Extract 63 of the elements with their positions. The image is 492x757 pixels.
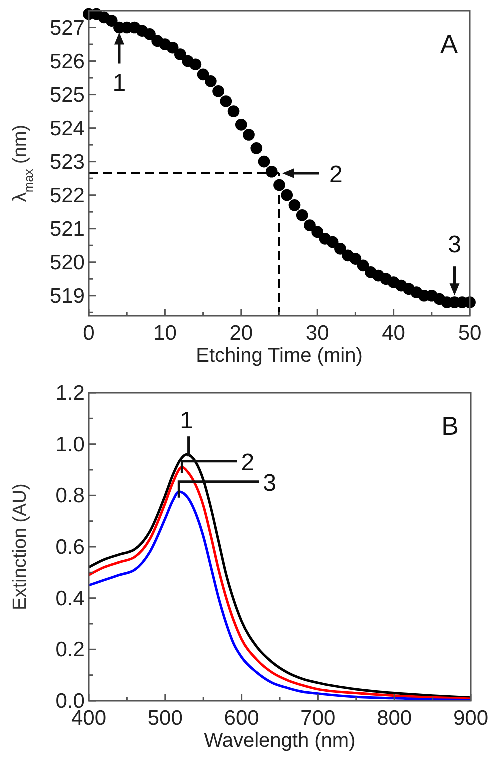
x-tick-label: 600	[224, 707, 260, 730]
y-tick-label: 519	[50, 284, 85, 308]
y-tick-label: 524	[50, 117, 86, 140]
y-tick-label: 522	[50, 184, 85, 208]
point	[357, 260, 370, 272]
point	[281, 189, 294, 202]
point	[190, 58, 202, 71]
y-tick-label: 527	[50, 16, 85, 40]
y-tick-label: 525	[50, 84, 85, 107]
point	[235, 119, 248, 131]
x-tick-label: 30	[306, 322, 330, 345]
point	[258, 156, 270, 168]
y-axis-title: Extinction (AU)	[10, 484, 31, 610]
x-axis-title: Etching Time (min)	[196, 345, 363, 367]
y-tick-label: 521	[50, 218, 85, 241]
point	[250, 142, 263, 154]
x-tick-label: 400	[71, 707, 107, 730]
y-tick-label: 0.6	[56, 536, 85, 559]
x-tick-label: 20	[230, 322, 254, 345]
point	[334, 243, 346, 255]
point	[174, 48, 186, 60]
x-tick-label: 500	[148, 707, 183, 730]
point	[144, 28, 156, 40]
point	[274, 179, 286, 192]
x-tick-label: 10	[154, 322, 177, 345]
y-tick-label: 520	[50, 251, 85, 274]
x-tick-label: 0	[83, 322, 95, 345]
point	[304, 220, 316, 232]
point	[205, 75, 217, 88]
y-tick-label: 526	[50, 50, 85, 74]
annotation: A	[440, 29, 459, 59]
point	[212, 86, 224, 98]
point	[228, 106, 240, 118]
y-tick-label: 523	[50, 150, 85, 174]
annotation: 1	[180, 408, 194, 435]
point	[197, 68, 210, 81]
point	[326, 236, 339, 248]
x-tick-label: 50	[458, 322, 482, 345]
point	[312, 226, 324, 238]
x-tick-label: 800	[377, 707, 412, 730]
point	[220, 96, 232, 108]
y-tick-label: 1.0	[56, 433, 85, 456]
y-tick-label: 0.4	[56, 587, 86, 610]
point	[288, 199, 301, 212]
point	[296, 210, 308, 222]
point	[166, 42, 179, 54]
point	[243, 129, 255, 141]
y-tick-label: 1.2	[56, 382, 85, 405]
x-tick-label: 40	[382, 322, 406, 345]
x-axis-title: Wavelength (nm)	[204, 730, 356, 752]
annotation: 1	[112, 70, 126, 97]
annotation: 2	[241, 449, 255, 476]
annotation: B	[442, 411, 459, 441]
y-tick-label: 0.2	[56, 638, 85, 662]
y-tick-label: 0.8	[56, 484, 85, 508]
point	[350, 253, 362, 265]
point	[106, 15, 118, 27]
x-tick-label: 700	[300, 707, 336, 730]
annotation: 3	[448, 232, 462, 259]
x-tick-label: 900	[453, 707, 489, 730]
annotation: 3	[263, 470, 277, 497]
annotation: 2	[330, 162, 343, 189]
point	[266, 166, 278, 178]
